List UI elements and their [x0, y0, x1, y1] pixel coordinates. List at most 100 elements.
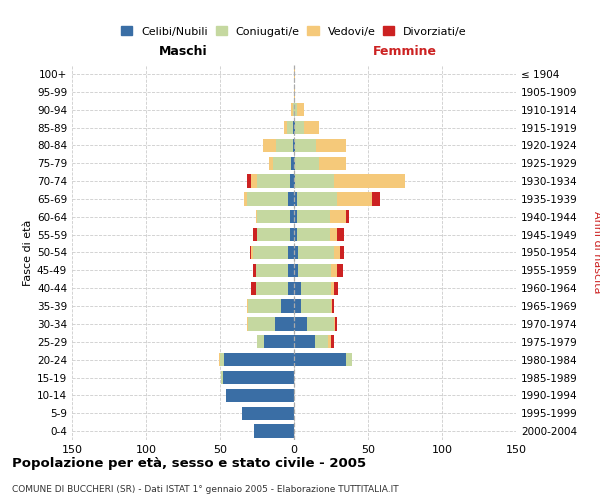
Bar — [218, 353, 220, 366]
Y-axis label: Fasce di età: Fasce di età — [23, 220, 33, 286]
Bar — [294, 317, 307, 330]
Bar — [288, 264, 294, 277]
Bar — [294, 335, 315, 348]
Bar — [294, 300, 301, 313]
Bar — [257, 210, 290, 224]
Bar — [307, 317, 334, 330]
Bar — [257, 174, 290, 188]
Bar — [334, 174, 405, 188]
Bar — [226, 388, 294, 402]
Bar — [346, 353, 352, 366]
Bar — [254, 424, 294, 438]
Bar — [287, 121, 293, 134]
Bar — [315, 335, 328, 348]
Bar — [294, 353, 346, 366]
Bar — [294, 174, 295, 188]
Bar — [295, 121, 304, 134]
Bar — [295, 174, 334, 188]
Bar — [223, 371, 294, 384]
Bar — [294, 103, 297, 117]
Bar — [251, 246, 253, 259]
Bar — [253, 228, 257, 241]
Bar — [294, 138, 295, 152]
Bar — [297, 103, 304, 117]
Bar — [334, 246, 340, 259]
Bar — [256, 282, 288, 295]
Bar — [328, 335, 331, 348]
Bar — [294, 67, 295, 80]
Text: Femmine: Femmine — [373, 45, 437, 58]
Bar — [247, 300, 248, 313]
Bar — [295, 138, 316, 152]
Bar — [220, 353, 224, 366]
Bar — [257, 228, 290, 241]
Bar — [301, 300, 331, 313]
Bar — [319, 156, 346, 170]
Bar — [290, 210, 294, 224]
Bar — [295, 156, 319, 170]
Bar — [284, 121, 287, 134]
Bar — [294, 282, 301, 295]
Bar — [257, 335, 265, 348]
Bar — [329, 210, 346, 224]
Bar — [251, 174, 257, 188]
Bar — [269, 156, 273, 170]
Bar — [337, 228, 344, 241]
Bar — [297, 228, 329, 241]
Bar — [250, 246, 251, 259]
Bar — [346, 210, 349, 224]
Bar — [334, 282, 338, 295]
Bar — [253, 264, 256, 277]
Bar — [294, 192, 297, 205]
Y-axis label: Anni di nascita: Anni di nascita — [592, 211, 600, 294]
Bar — [297, 192, 337, 205]
Bar — [244, 192, 247, 205]
Bar — [288, 282, 294, 295]
Bar — [298, 264, 331, 277]
Bar — [337, 264, 343, 277]
Bar — [316, 138, 346, 152]
Bar — [335, 317, 337, 330]
Bar — [221, 371, 223, 384]
Bar — [247, 174, 251, 188]
Bar — [373, 192, 380, 205]
Bar — [293, 138, 294, 152]
Bar — [331, 335, 334, 348]
Bar — [331, 282, 334, 295]
Bar — [291, 156, 294, 170]
Bar — [297, 210, 329, 224]
Bar — [263, 138, 276, 152]
Text: COMUNE DI BUCCHERI (SR) - Dati ISTAT 1° gennaio 2005 - Elaborazione TUTTITALIA.I: COMUNE DI BUCCHERI (SR) - Dati ISTAT 1° … — [12, 486, 398, 494]
Bar — [293, 121, 294, 134]
Bar — [247, 192, 288, 205]
Bar — [294, 121, 295, 134]
Bar — [265, 335, 294, 348]
Bar — [294, 85, 295, 98]
Bar — [331, 300, 332, 313]
Bar — [275, 317, 294, 330]
Bar — [293, 103, 294, 117]
Bar — [242, 406, 294, 420]
Bar — [256, 210, 257, 224]
Bar — [294, 246, 298, 259]
Bar — [304, 121, 319, 134]
Bar — [301, 282, 331, 295]
Legend: Celibi/Nubili, Coniugati/e, Vedovi/e, Divorziati/e: Celibi/Nubili, Coniugati/e, Vedovi/e, Di… — [117, 22, 471, 41]
Bar — [288, 192, 294, 205]
Bar — [248, 300, 281, 313]
Text: Popolazione per età, sesso e stato civile - 2005: Popolazione per età, sesso e stato civil… — [12, 458, 366, 470]
Bar — [332, 300, 334, 313]
Bar — [337, 192, 373, 205]
Bar — [340, 246, 344, 259]
Bar — [290, 228, 294, 241]
Bar — [247, 317, 248, 330]
Bar — [253, 246, 288, 259]
Bar — [251, 282, 256, 295]
Bar — [276, 138, 293, 152]
Bar — [281, 300, 294, 313]
Bar — [224, 353, 294, 366]
Bar — [290, 174, 294, 188]
Bar — [256, 264, 288, 277]
Bar — [334, 317, 335, 330]
Bar — [294, 210, 297, 224]
